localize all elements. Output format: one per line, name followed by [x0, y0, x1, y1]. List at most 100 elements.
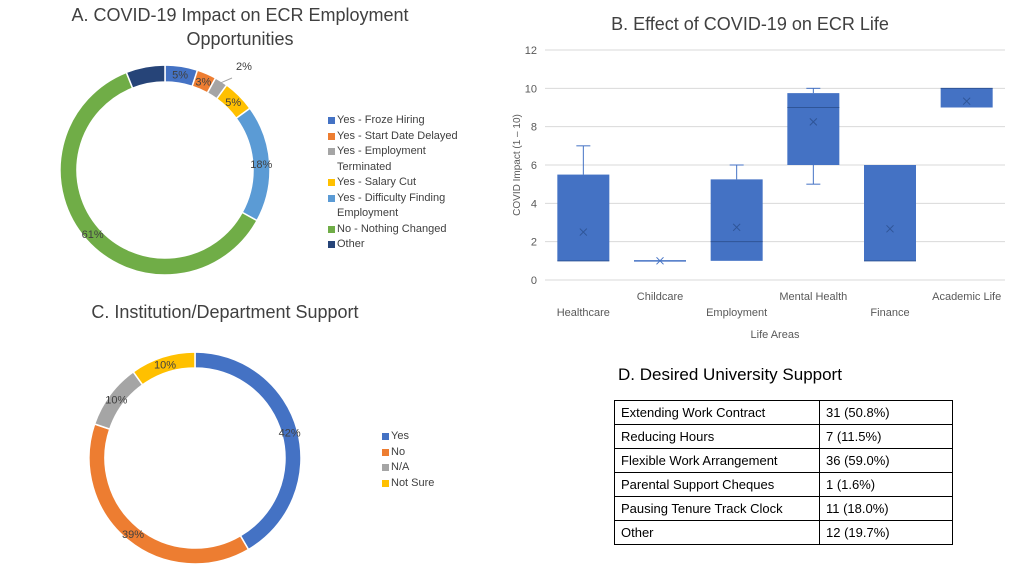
slice-yes — [194, 351, 302, 551]
chart-c-title: C. Institution/Department Support — [91, 302, 359, 322]
legend-item-no: No — [382, 445, 502, 461]
legend-swatch — [328, 117, 335, 124]
legend-label: Yes - Froze Hiring — [337, 114, 425, 126]
box-body — [940, 88, 993, 108]
y-tick-label: 0 — [531, 275, 537, 287]
legend-item-not-sure: Not Sure — [382, 476, 502, 492]
chart-c-donut: 42% 39% 10% 10% — [88, 351, 302, 565]
x-tick-label: Academic Life — [932, 291, 1001, 303]
slice-label-n-a: 10% — [105, 395, 127, 407]
slice-label-yes-start-date-delayed: 3% — [195, 76, 211, 88]
slice-label-no-nothing-changed: 61% — [82, 229, 104, 241]
box-finance — [864, 165, 916, 262]
leader-line-yes-employment-terminated — [219, 77, 233, 84]
legend-swatch — [382, 479, 389, 487]
legend-swatch — [328, 225, 335, 233]
chart-a-title: A. COVID-19 Impact on ECR Employment Opp… — [40, 3, 440, 51]
support-option-cell: Parental Support Cheques — [614, 472, 820, 497]
table-row: Pausing Tenure Track Clock 11 (18.0%) — [614, 496, 953, 521]
legend-swatch — [328, 179, 335, 186]
table-row: Flexible Work Arrangement 36 (59.0%) — [614, 448, 953, 473]
x-tick-label: Mental Health — [779, 291, 847, 303]
slice-label-yes-employment-terminated: 2% — [236, 61, 252, 73]
support-option-cell: Other — [614, 520, 820, 545]
support-count-cell: 11 (18.0%) — [819, 496, 953, 521]
legend-swatch — [328, 148, 335, 155]
y-tick-label: 6 — [531, 160, 537, 172]
box-healthcare — [557, 145, 610, 262]
mean-marker — [732, 223, 741, 232]
legend-label: Yes — [391, 430, 409, 442]
legend-item-yes-difficulty-finding-employment: Yes - Difficulty Finding Employment — [328, 191, 478, 222]
y-tick-label: 8 — [531, 122, 537, 134]
x-tick-label: Finance — [870, 307, 909, 319]
box-body — [787, 93, 840, 165]
legend-swatch — [328, 241, 335, 248]
box-body — [557, 174, 610, 261]
slice-label-yes-difficulty-finding-employment: 18% — [250, 159, 272, 171]
slice-no — [88, 423, 250, 565]
legend-label: Yes - Employment Terminated — [337, 145, 426, 173]
legend-label: No - Nothing Changed — [337, 222, 447, 235]
table-row: Parental Support Cheques 1 (1.6%) — [614, 472, 953, 497]
slice-other — [125, 64, 166, 90]
y-axis-label: COVID Impact (1 – 10) — [512, 114, 523, 216]
legend-swatch — [328, 194, 335, 202]
box-mental-health — [787, 87, 840, 185]
support-option-cell: Pausing Tenure Track Clock — [614, 496, 820, 521]
mean-marker — [962, 97, 971, 106]
legend-item-yes-start-date-delayed: Yes - Start Date Delayed — [328, 129, 478, 145]
table-d: Extending Work Contract 31 (50.8%) Reducin… — [614, 400, 953, 545]
legend-item-other: Other — [328, 237, 478, 253]
y-tick-label: 4 — [531, 198, 537, 210]
legend-label: No — [391, 445, 406, 458]
support-count-cell: 1 (1.6%) — [819, 472, 953, 497]
support-count-cell: 12 (19.7%) — [819, 520, 953, 545]
legend-item-yes-employment-terminated: Yes - Employment Terminated — [328, 144, 478, 175]
legend-label: Yes - Difficulty Finding Employment — [337, 191, 446, 220]
legend-item-yes-salary-cut: Yes - Salary Cut — [328, 175, 478, 191]
support-option-cell: Extending Work Contract — [614, 400, 820, 425]
box-employment — [710, 164, 763, 261]
legend-swatch — [382, 464, 389, 471]
chart-a-title-line-1: A. COVID-19 Impact on ECR Employment — [71, 5, 409, 25]
support-count-cell: 7 (11.5%) — [819, 424, 953, 449]
y-tick-label: 2 — [531, 237, 537, 249]
support-option-cell: Reducing Hours — [614, 424, 820, 449]
legend-swatch — [382, 433, 389, 440]
slice-label-no: 39% — [122, 529, 144, 541]
slice-not-sure — [132, 351, 196, 386]
slice-label-not-sure: 10% — [154, 360, 176, 372]
chart-a-legend: Yes - Froze Hiring Yes - Start Date Delay… — [328, 113, 478, 253]
box-body — [710, 179, 763, 261]
mean-marker — [809, 118, 818, 126]
box-childcare — [634, 256, 686, 265]
support-option-cell: Flexible Work Arrangement — [614, 448, 820, 473]
legend-label: Other — [337, 238, 365, 250]
legend-item-yes-froze-hiring: Yes - Froze Hiring — [328, 113, 478, 129]
slice-label-yes-salary-cut: 5% — [225, 97, 241, 109]
legend-label: Yes - Start Date Delayed — [337, 129, 458, 142]
x-axis-label: Life Areas — [751, 329, 800, 341]
support-count-cell: 36 (59.0%) — [819, 448, 953, 473]
legend-swatch — [382, 448, 389, 456]
chart-a-donut: 5% 3% 2% 5% 18% 61% — [59, 61, 273, 276]
legend-label: Not Sure — [391, 476, 435, 489]
chart-b-title: B. Effect of COVID-19 on ECR Life — [611, 14, 889, 34]
table-d-title: D. Desired University Support — [618, 365, 842, 384]
x-tick-label: Employment — [706, 307, 767, 319]
table-row: Other 12 (19.7%) — [614, 520, 953, 545]
mean-marker — [579, 228, 588, 236]
mean-marker — [656, 256, 664, 265]
legend-item-no-nothing-changed: No - Nothing Changed — [328, 222, 478, 238]
chart-a-title-line-2: Opportunities — [186, 29, 294, 49]
legend-item-n-a: N/A — [382, 460, 502, 476]
table-row: Extending Work Contract 31 (50.8%) — [614, 400, 953, 425]
legend-swatch — [328, 132, 335, 140]
box-body — [864, 165, 916, 261]
legend-item-yes: Yes — [382, 429, 502, 445]
legend-label: Yes - Salary Cut — [337, 176, 417, 188]
y-tick-label: 12 — [525, 45, 537, 57]
chart-c-legend: Yes No N/A Not Sure — [382, 429, 502, 491]
legend-label: N/A — [391, 461, 410, 473]
